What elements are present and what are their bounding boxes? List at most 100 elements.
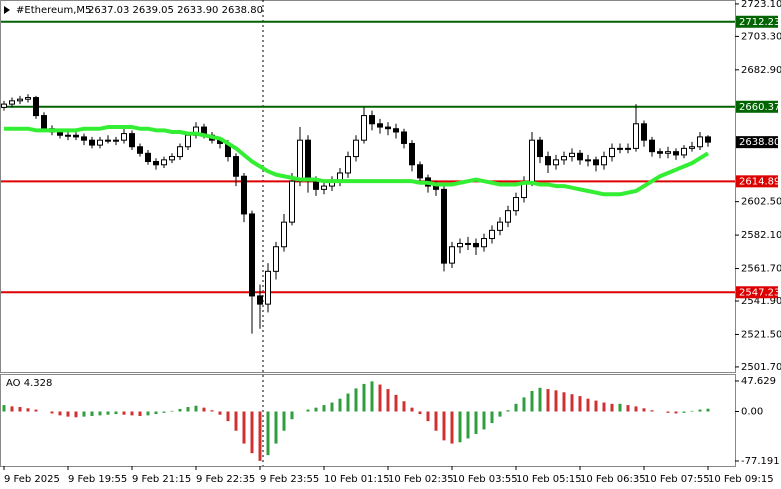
ao-bar [394,394,398,412]
ao-bar [498,411,502,417]
ao-bar [346,393,350,412]
ao-bar [330,402,334,412]
ao-bar [378,384,382,412]
last-price-tag [736,136,778,149]
x-tick-label: 9 Feb 2025 [4,474,60,485]
candle-body [441,188,447,264]
ao-bar [170,410,174,412]
candle-body [633,123,639,149]
candle-body [473,242,479,248]
candle-body [81,136,87,141]
candle-body [377,123,383,128]
ao-bar [210,410,214,412]
candle-body [385,126,391,130]
ao-bar [82,411,86,417]
ao-panel [0,374,736,467]
ao-bar [426,411,430,422]
ao-bar [66,411,70,417]
level-tag [736,286,778,299]
level-label: 2547.23 [739,287,780,298]
candle-body [585,159,591,162]
ao-bar [74,411,78,418]
candle-body [657,151,663,154]
candle-body [561,156,567,161]
ao-bar [18,407,22,412]
ao-bar [202,407,206,412]
x-tick-label: 10 Feb 05:15 [516,474,582,485]
ao-bar [618,403,622,412]
candle-body [41,115,47,130]
ao-bar [106,411,110,415]
candle-body [673,151,679,156]
candle-body [505,210,511,223]
candle-body [121,133,127,141]
candle-body [625,147,631,150]
x-tick-label: 10 Feb 03:55 [452,474,518,485]
ao-bar [458,411,462,443]
candle-body [65,134,71,137]
panel-icon [4,6,10,14]
level-label: 2660.37 [739,102,780,113]
ao-bar [450,411,454,444]
ao-bar [578,396,582,412]
ao-bar [282,411,286,431]
x-tick-label: 9 Feb 22:35 [196,474,255,485]
candle-body [281,221,287,248]
candle-body [17,98,23,102]
candle-body [513,197,519,212]
candle-body [153,160,159,166]
ao-bar [90,411,94,416]
candle-body [105,139,111,142]
candle-body [697,136,703,148]
y-tick-label: 2501.70 [741,362,781,373]
ao-bar [666,411,670,413]
candle-body [457,242,463,248]
ao-bar [178,408,182,412]
ao-bar [642,408,646,412]
ao-bar [138,411,142,416]
candle-body [113,139,119,142]
candle-body [553,159,559,166]
ao-bar [34,409,38,412]
candle-body [25,97,31,100]
x-tick-label: 9 Feb 23:55 [260,474,319,485]
candle-body [345,156,351,174]
candle-body [185,134,191,148]
ao-bar [586,398,590,412]
candle-body [433,185,439,190]
ao-bar [122,411,126,415]
candle-body [409,142,415,166]
ao-bar [410,407,414,412]
candle-body [649,139,655,153]
candle-body [249,213,255,297]
ao-bar [274,411,278,444]
ao-title: AO 4.328 [6,378,52,389]
x-tick-label: 9 Feb 21:15 [132,474,191,485]
ao-bar [194,405,198,412]
ao-bar [218,411,222,415]
candle-body [545,156,551,166]
candle-body [1,103,7,108]
ao-bar [362,383,366,412]
y-tick-label: 2521.50 [741,329,781,340]
ao-bar [130,411,134,416]
candle-body [601,156,607,166]
ao-bar [522,397,526,412]
candle-body [145,152,151,162]
ao-bar [354,388,358,412]
candle-body [577,152,583,161]
candle-body [617,147,623,150]
ao-bar [58,411,62,416]
ao-bar [266,411,270,456]
candle-body [129,133,135,148]
ao-bar [674,411,678,414]
candle-body [265,270,271,305]
candle-body [689,146,695,149]
y-tick-label: 2703.30 [741,31,781,42]
y-tick-label: 2541.90 [741,296,781,307]
candle-body [233,156,239,177]
ao-bar [530,390,534,412]
ao-bar [26,408,30,412]
ao-bar [474,411,478,434]
